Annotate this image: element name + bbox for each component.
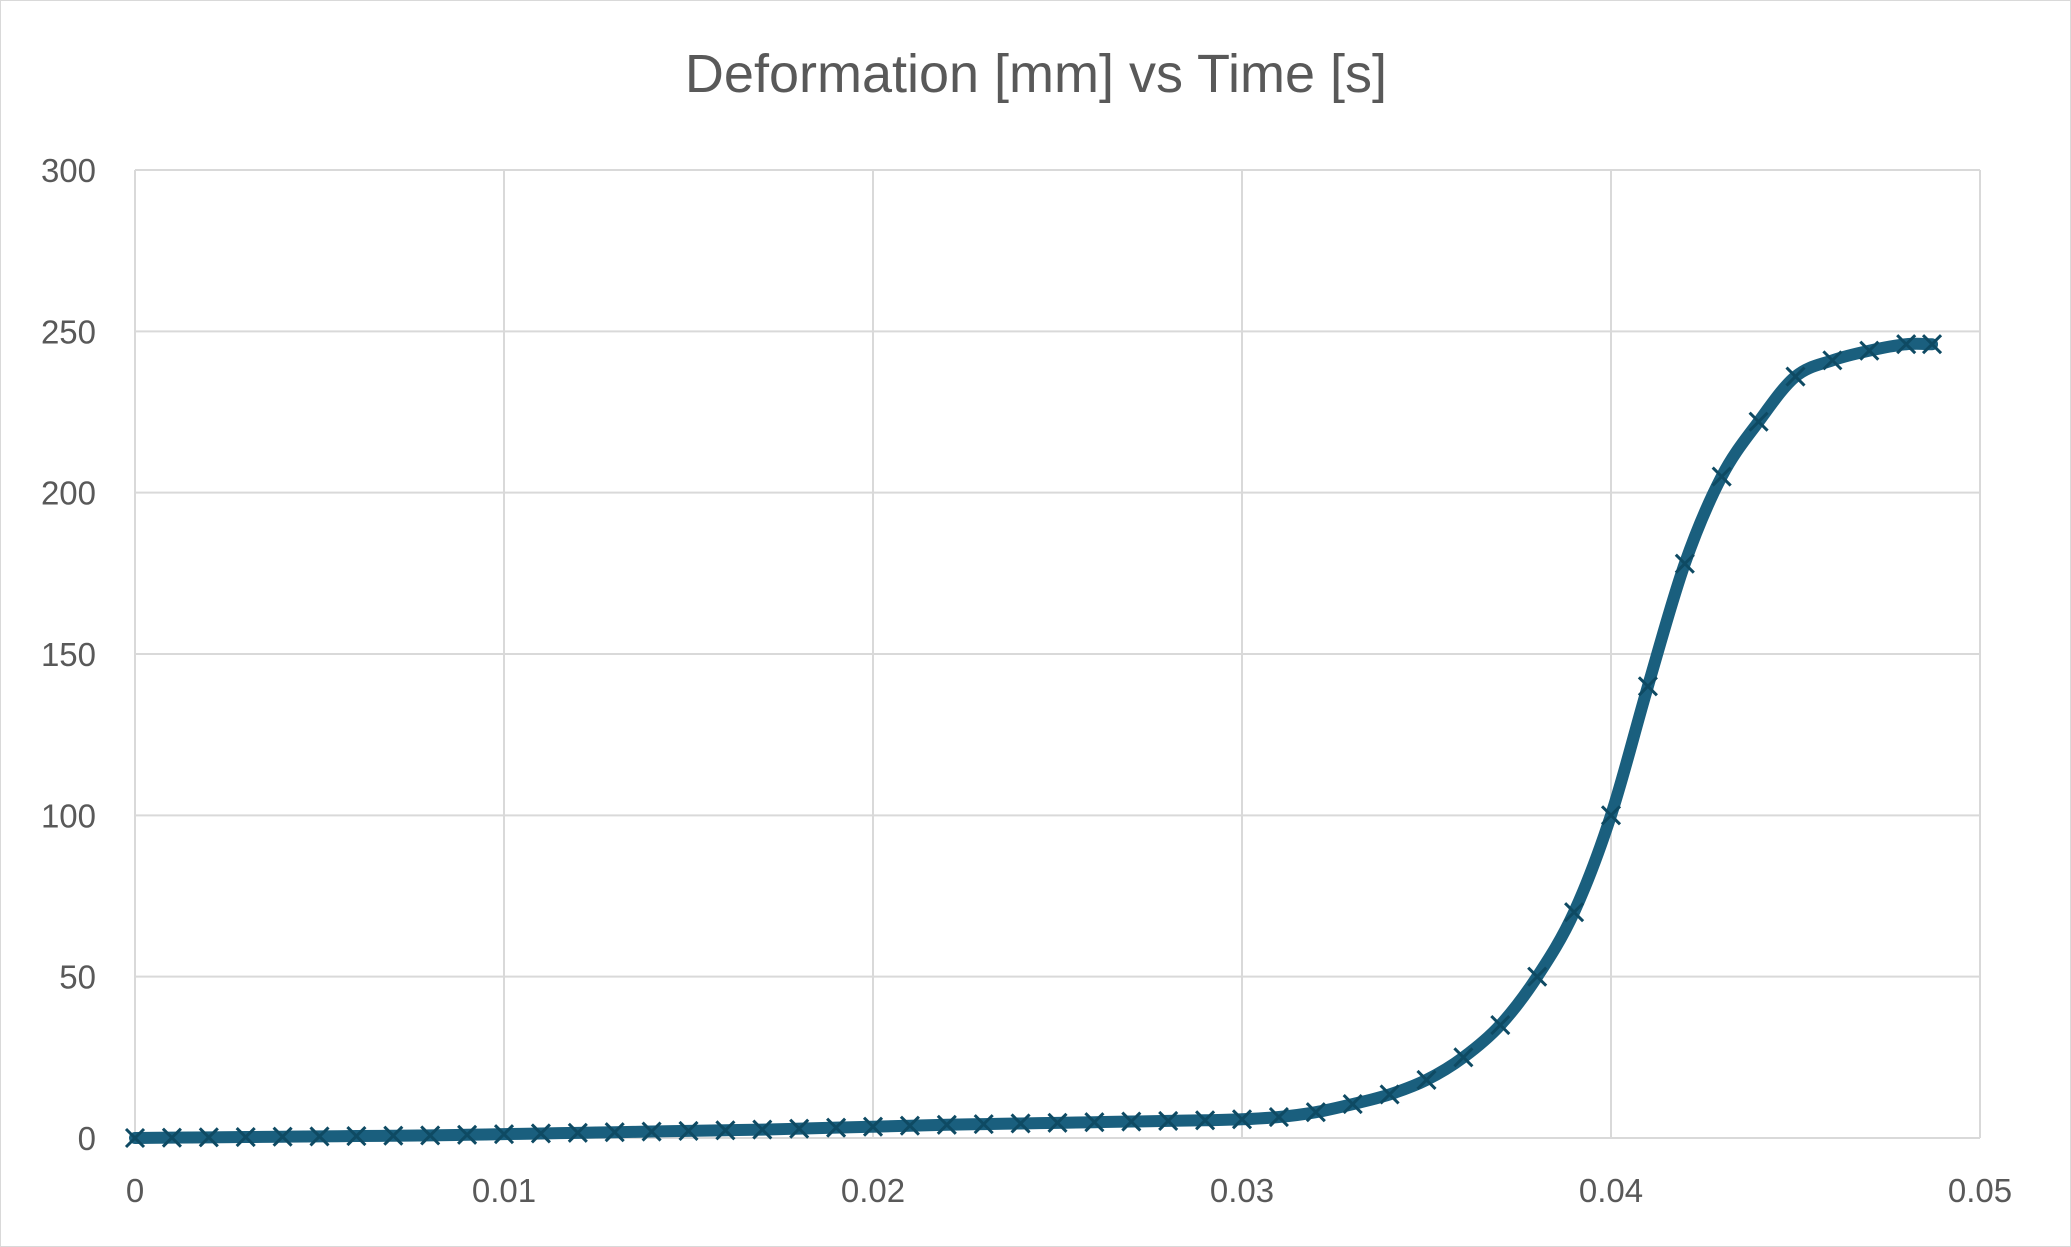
data-point-marker <box>309 1126 330 1147</box>
data-point-marker <box>1121 1111 1142 1132</box>
data-point-marker <box>1600 805 1622 826</box>
data-point-marker <box>678 1120 699 1141</box>
data-point-marker <box>1822 350 1843 371</box>
data-point-marker <box>383 1125 404 1146</box>
data-point-marker <box>1674 553 1695 574</box>
data-point-marker <box>1342 1094 1363 1115</box>
series-line <box>129 337 1939 1144</box>
grid-layer <box>134 169 1981 1139</box>
data-point-marker <box>899 1115 920 1136</box>
data-point-marker <box>1158 1110 1179 1131</box>
y-tick-label: 200 <box>41 475 96 512</box>
data-point-marker <box>493 1124 515 1145</box>
data-point-marker <box>198 1127 219 1148</box>
data-point-marker <box>124 1127 146 1149</box>
data-point-marker <box>1921 334 1943 355</box>
data-point-marker <box>1637 676 1658 697</box>
data-point-marker <box>1195 1110 1216 1131</box>
data-point-marker <box>235 1126 256 1148</box>
data-point-marker <box>1564 902 1585 923</box>
x-tick-label: 0.05 <box>1948 1172 2012 1209</box>
data-point-marker <box>752 1119 773 1140</box>
data-point-marker <box>604 1122 625 1143</box>
data-point-marker <box>1268 1106 1289 1128</box>
y-tick-label: 50 <box>59 959 96 996</box>
data-point-marker <box>973 1114 994 1135</box>
data-point-marker <box>457 1124 478 1145</box>
x-tick-label: 0.01 <box>472 1172 536 1209</box>
data-point-marker <box>346 1126 367 1147</box>
series-layer <box>124 334 1943 1149</box>
data-point-marker <box>1084 1112 1105 1133</box>
data-point-marker <box>567 1122 588 1143</box>
y-tick-label: 0 <box>78 1120 96 1157</box>
data-point-marker <box>1748 411 1769 432</box>
data-point-marker <box>1527 966 1548 987</box>
data-point-marker <box>862 1116 884 1137</box>
data-point-marker <box>1896 334 1917 355</box>
x-tick-label: 0.04 <box>1579 1172 1643 1209</box>
y-tick-label: 150 <box>41 636 96 673</box>
data-point-marker <box>1305 1102 1326 1123</box>
x-tick-label: 0.03 <box>1210 1172 1274 1209</box>
x-tick-label: 0 <box>126 1172 144 1209</box>
y-tick-label: 100 <box>41 797 96 834</box>
data-point-marker <box>826 1117 847 1138</box>
data-point-marker <box>1416 1069 1437 1090</box>
data-point-marker <box>936 1114 957 1135</box>
data-point-marker <box>1490 1015 1511 1036</box>
data-point-marker <box>1859 340 1880 361</box>
chart-title: Deformation [mm] vs Time [s] <box>685 44 1387 104</box>
data-point-marker <box>530 1123 551 1144</box>
data-point-marker <box>789 1118 810 1139</box>
data-point-marker <box>272 1126 293 1147</box>
axis-labels-layer: 0 50 100 150 200 250 300 0 0.01 0.02 0.03 0.04 0.05 <box>41 152 2012 1209</box>
y-tick-label: 300 <box>41 152 96 189</box>
data-point-marker <box>1379 1084 1400 1105</box>
x-tick-label: 0.02 <box>841 1172 905 1209</box>
y-tick-label: 250 <box>41 313 96 350</box>
data-point-marker <box>1785 366 1806 387</box>
data-point-marker <box>641 1121 662 1142</box>
data-point-marker <box>1010 1113 1031 1134</box>
data-point-marker <box>1711 466 1732 487</box>
data-point-marker <box>420 1125 441 1146</box>
data-point-marker <box>161 1127 182 1148</box>
data-point-marker <box>1453 1047 1474 1068</box>
data-point-marker <box>1047 1112 1068 1133</box>
data-point-marker <box>715 1120 736 1141</box>
data-point-marker <box>1231 1109 1253 1130</box>
